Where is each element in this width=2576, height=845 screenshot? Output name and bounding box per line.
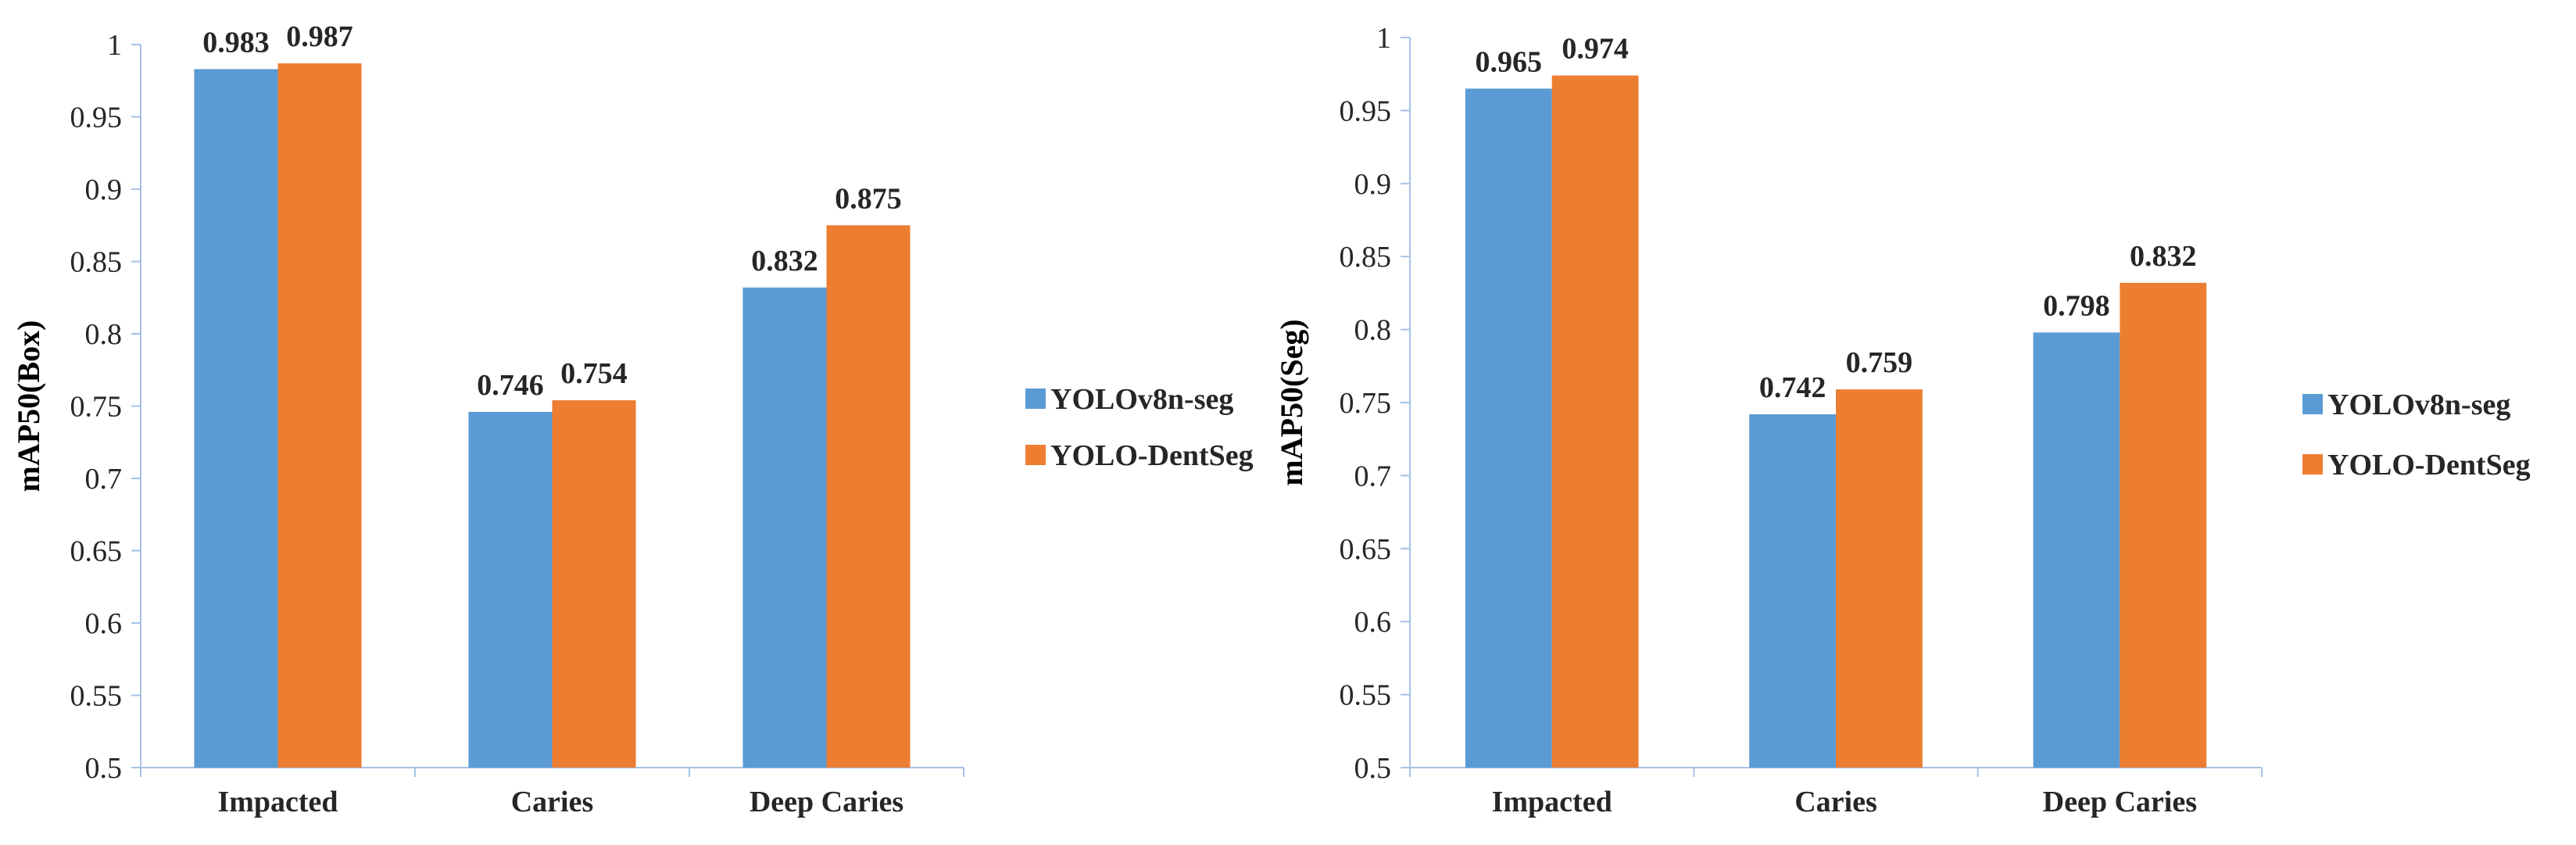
data-label: 0.798 [2043, 289, 2110, 322]
data-label: 0.832 [2130, 240, 2197, 273]
y-tick-label: 0.5 [1354, 752, 1392, 785]
y-axis-title: mAP50(Seg) [1274, 319, 1309, 485]
y-tick-label: 0.95 [70, 102, 123, 134]
data-label: 0.983 [202, 26, 270, 59]
data-label: 0.875 [835, 182, 902, 215]
y-tick-label: 0.85 [1340, 241, 1392, 274]
y-tick-label: 0.6 [85, 607, 123, 640]
y-axis-title: mAP50(Box) [11, 320, 46, 492]
y-tick-label: 0.85 [70, 246, 123, 279]
legend-label: YOLOv8n-seg [2327, 388, 2510, 421]
x-tick-label: Caries [511, 786, 594, 818]
bar-yolov8n-seg-deep-caries [742, 287, 827, 768]
bar-yolov8n-seg-impacted [194, 69, 278, 768]
legend-swatch [2302, 394, 2323, 414]
x-tick-label: Deep Caries [750, 786, 903, 818]
legend-label: YOLOv8n-seg [1050, 383, 1233, 416]
y-tick-label: 0.9 [85, 174, 123, 206]
y-tick-label: 0.55 [1340, 679, 1392, 712]
bar-yolo-dentseg-deep-caries [826, 225, 911, 768]
bar-yolo-dentseg-impacted [277, 63, 362, 768]
chart-box: 0.5 0.55 0.6 0.65 0.7 0.75 0.8 0.85 0.9 0.95 1 0.98… [11, 20, 1254, 818]
y-tick-label: 0.6 [1354, 606, 1392, 639]
data-label: 0.832 [751, 245, 818, 277]
y-tick-label: 0.75 [70, 391, 123, 424]
y-tick-label: 0.65 [70, 535, 123, 568]
x-tick-label: Caries [1794, 786, 1877, 818]
legend-swatch [1025, 445, 1046, 465]
bar-yolov8n-seg-caries [468, 411, 553, 768]
y-tick-label: 0.9 [1354, 168, 1392, 201]
y-tick-label: 0.7 [85, 463, 123, 496]
legend-label: YOLO-DentSeg [1050, 439, 1254, 472]
y-tick-label: 0.5 [85, 752, 123, 785]
bar-yolov8n-seg-impacted [1465, 88, 1552, 768]
bar-yolo-dentseg-caries [552, 400, 636, 768]
data-label: 0.742 [1759, 371, 1826, 404]
y-tick-label: 0.75 [1340, 387, 1392, 420]
legend-label: YOLO-DentSeg [2327, 449, 2531, 482]
data-label: 0.759 [1846, 346, 1913, 379]
chart-seg: 0.5 0.55 0.6 0.65 0.7 0.75 0.8 0.85 0.9 0.95 1 0.96… [1274, 22, 2531, 818]
bar-yolov8n-seg-caries [1749, 414, 1836, 768]
data-label: 0.746 [477, 369, 544, 402]
y-tick-label: 0.55 [70, 680, 123, 713]
x-tick-label: Impacted [217, 786, 338, 818]
bar-yolo-dentseg-caries [1836, 389, 1923, 768]
y-tick-label: 0.7 [1354, 460, 1392, 492]
y-tick-label: 0.65 [1340, 533, 1392, 566]
x-tick-label: Deep Caries [2043, 786, 2197, 818]
data-label: 0.965 [1476, 45, 1543, 78]
bar-yolov8n-seg-deep-caries [2033, 332, 2120, 768]
data-label: 0.987 [286, 20, 353, 53]
x-tick-label: Impacted [1492, 786, 1612, 818]
legend-swatch [2302, 454, 2323, 474]
y-tick-label: 0.95 [1340, 95, 1392, 127]
data-label: 0.974 [1562, 33, 1629, 66]
y-tick-label: 1 [107, 29, 122, 62]
y-tick-label: 1 [1376, 22, 1391, 55]
legend-swatch [1025, 388, 1046, 409]
data-label: 0.754 [560, 357, 628, 390]
bar-yolo-dentseg-deep-caries [2120, 282, 2207, 768]
y-tick-label: 0.8 [1354, 314, 1392, 347]
y-tick-label: 0.8 [85, 318, 123, 351]
bar-yolo-dentseg-impacted [1551, 75, 1639, 768]
